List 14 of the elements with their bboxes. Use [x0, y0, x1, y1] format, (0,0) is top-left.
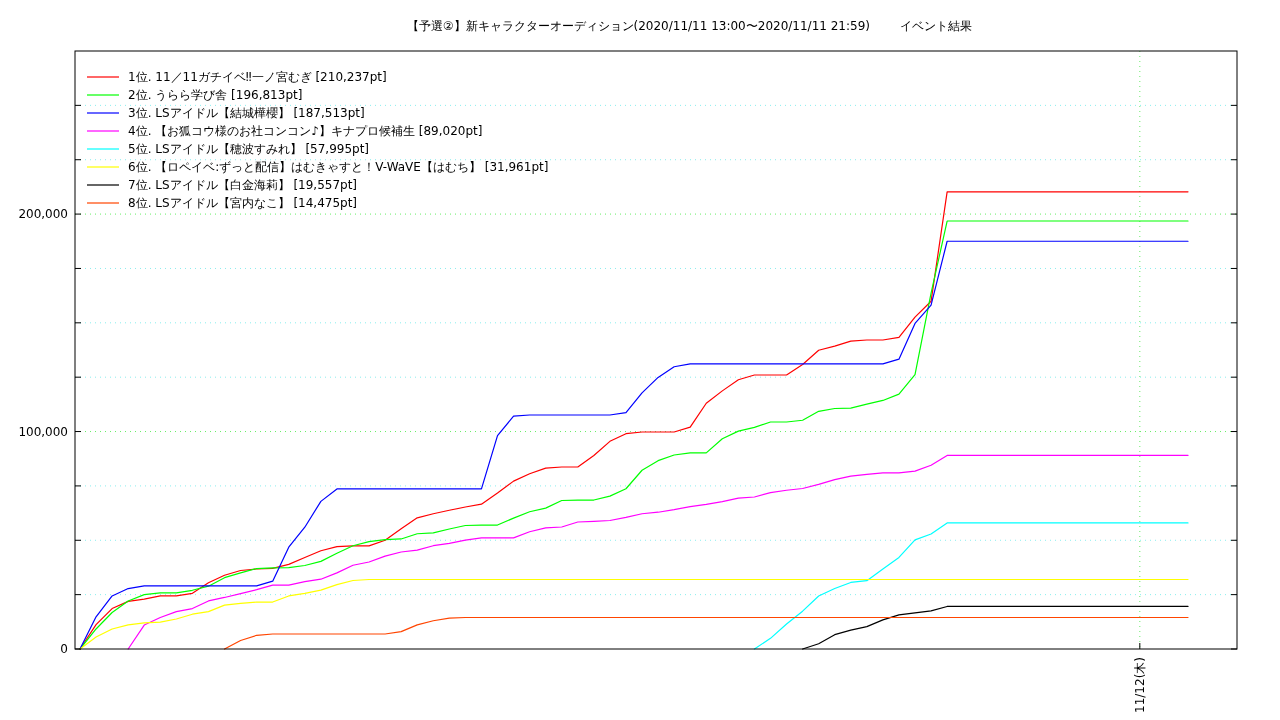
y-tick-label: 100,000 [18, 424, 68, 439]
legend-label: 5位. LSアイドル【穂波すみれ】 [57,995pt] [128, 142, 370, 156]
legend-label: 4位. 【お狐コウ様のお社コンコン♪】キナプロ候補生 [89,020pt] [128, 124, 483, 138]
legend-label: 6位. 【ロペイベ:ずっと配信】はむきゃすと！V-WaVE【はむち】 [31,961pt] [128, 160, 549, 174]
chart-title: 【予選②】新キャラクターオーディション(2020/11/11 13:00〜2020/11/11 21:59) [406, 19, 870, 33]
legend-label: 2位. うらら学び舎 [196,813pt] [128, 88, 303, 102]
legend-label: 3位. LSアイドル【結城樺櫻】 [187,513pt] [128, 106, 365, 120]
y-tick-label: 200,000 [18, 207, 68, 222]
legend-label: 1位. 11／11ガチイベ‼一ノ宮むぎ [210,237pt] [128, 70, 387, 84]
y-tick-label: 0 [60, 642, 68, 656]
legend-label: 7位. LSアイドル【白金海莉】 [19,557pt] [128, 178, 358, 192]
chart-subtitle: イベント結果 [900, 19, 972, 33]
x-tick-label: 11/12(木) [1133, 657, 1148, 713]
legend-label: 8位. LSアイドル【宮内なこ】 [14,475pt] [128, 196, 358, 210]
